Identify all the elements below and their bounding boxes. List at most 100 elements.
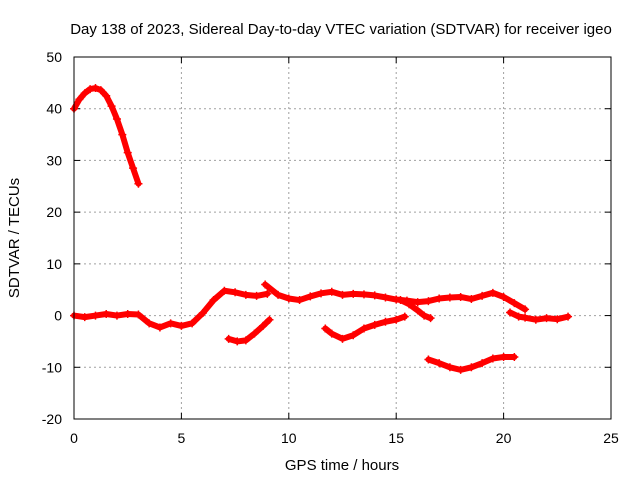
data-point-arc-3	[241, 336, 250, 345]
data-point-arc-7	[506, 308, 515, 317]
data-point-arc-5	[381, 317, 390, 326]
x-axis-label: GPS time / hours	[285, 457, 399, 474]
y-tick-label: 30	[46, 152, 62, 168]
data-point-arc-2	[80, 313, 89, 322]
data-point-arc-2	[177, 321, 186, 330]
data-point-arc-2	[112, 311, 121, 320]
data-point-arc-5	[338, 334, 347, 343]
data-point-arc-4	[349, 289, 358, 298]
data-point-arc-6	[426, 314, 435, 323]
data-point-arc-4	[413, 298, 422, 307]
data-point-arc-8	[435, 359, 444, 368]
data-point-arc-2	[263, 289, 272, 298]
data-point-arc-1	[107, 102, 116, 111]
y-tick-label: 20	[46, 204, 62, 220]
data-series	[70, 84, 573, 374]
data-point-arc-7	[521, 313, 530, 322]
data-point-arc-1	[112, 115, 121, 124]
data-point-arc-2	[123, 310, 132, 319]
data-point-arc-2	[102, 310, 111, 319]
data-point-arc-5	[321, 324, 330, 333]
data-point-arc-6	[405, 300, 414, 309]
y-axis-label: SDTVAR / TECUs	[6, 178, 23, 298]
x-tick-label: 10	[281, 430, 297, 446]
y-tick-label: 10	[46, 256, 62, 272]
data-point-arc-1	[118, 130, 127, 139]
data-point-arc-5	[370, 320, 379, 329]
data-point-arc-3	[259, 321, 268, 330]
data-point-arc-4	[424, 297, 433, 306]
data-point-arc-8	[499, 352, 508, 361]
data-point-arc-4	[381, 293, 390, 302]
data-point-arc-1	[129, 164, 138, 173]
data-point-arc-7	[564, 312, 573, 321]
chart-title: Day 138 of 2023, Sidereal Day-to-day VTE…	[70, 21, 612, 38]
data-point-arc-2	[188, 319, 197, 328]
data-point-arc-4	[467, 295, 476, 304]
x-tick-label: 5	[178, 430, 186, 446]
y-tick-label: -10	[42, 359, 62, 375]
data-point-arc-7	[531, 315, 540, 324]
data-point-arc-7	[553, 315, 562, 324]
data-point-arc-1	[91, 84, 100, 93]
data-point-arc-2	[145, 319, 154, 328]
data-point-arc-3	[233, 337, 242, 346]
data-point-arc-8	[424, 355, 433, 364]
data-point-arc-1	[134, 179, 143, 188]
data-point-arc-4	[445, 293, 454, 302]
data-point-arc-6	[420, 311, 429, 320]
axis-ticks: 0 5 10 15 20 25 -20 -10 0 10 20 30 40 50	[42, 49, 619, 446]
data-point-arc-4	[295, 296, 304, 305]
data-point-arc-2	[220, 286, 229, 295]
data-point-arc-2	[166, 319, 175, 328]
data-point-arc-6	[396, 296, 405, 305]
data-point-arc-2	[241, 290, 250, 299]
data-point-arc-8	[467, 363, 476, 372]
data-point-arc-3	[250, 329, 259, 338]
data-point-arc-2	[155, 323, 164, 332]
data-point-arc-5	[392, 315, 401, 324]
data-point-arc-1	[96, 86, 105, 95]
data-point-arc-2	[134, 310, 143, 319]
data-point-arc-5	[349, 331, 358, 340]
data-point-arc-4	[521, 305, 530, 314]
data-point-arc-4	[274, 290, 283, 299]
data-point-arc-1	[80, 89, 89, 98]
data-point-arc-4	[359, 290, 368, 299]
data-point-arc-4	[261, 280, 270, 289]
data-point-arc-8	[510, 352, 519, 361]
data-point-arc-1	[75, 95, 84, 104]
y-tick-label: 50	[46, 49, 62, 65]
data-point-arc-2	[252, 291, 261, 300]
data-point-arc-1	[86, 85, 95, 94]
data-point-arc-7	[542, 314, 551, 323]
data-point-arc-3	[265, 315, 274, 324]
data-point-arc-4	[488, 288, 497, 297]
data-point-arc-4	[370, 291, 379, 300]
data-point-arc-5	[327, 329, 336, 338]
data-point-arc-4	[338, 290, 347, 299]
data-point-arc-3	[224, 334, 233, 343]
data-point-arc-4	[327, 287, 336, 296]
data-point-arc-5	[359, 324, 368, 333]
data-point-arc-4	[456, 292, 465, 301]
data-point-arc-8	[478, 359, 487, 368]
data-point-arc-8	[445, 363, 454, 372]
x-tick-label: 0	[70, 430, 78, 446]
data-point-arc-4	[306, 292, 315, 301]
y-tick-label: 40	[46, 101, 62, 117]
data-point-arc-5	[400, 312, 409, 321]
data-point-arc-2	[91, 311, 100, 320]
data-point-arc-8	[456, 365, 465, 374]
data-point-arc-4	[478, 291, 487, 300]
data-point-arc-2	[209, 296, 218, 305]
data-point-arc-2	[231, 288, 240, 297]
x-tick-label: 25	[603, 430, 619, 446]
y-tick-label: 0	[54, 308, 62, 324]
x-tick-label: 15	[388, 430, 404, 446]
data-point-arc-4	[435, 294, 444, 303]
data-point-arc-1	[102, 91, 111, 100]
data-point-arc-8	[488, 354, 497, 363]
